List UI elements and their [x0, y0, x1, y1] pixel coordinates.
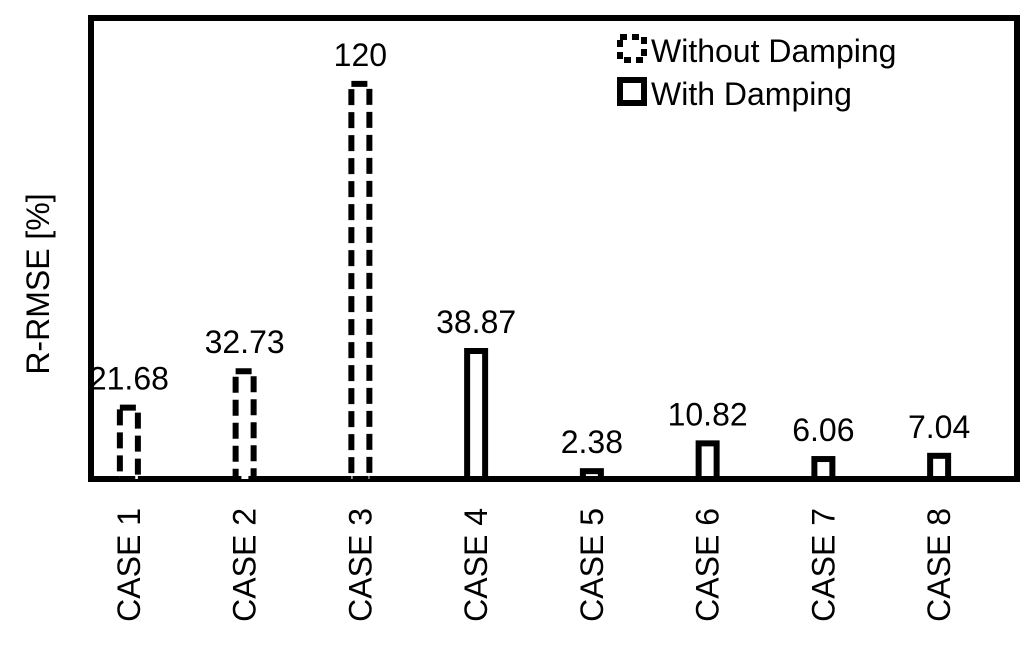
x-tick-label-1: CASE 1: [111, 508, 147, 622]
value-label-6: 10.82: [668, 396, 748, 432]
bar-6: [695, 440, 720, 482]
plot-frame: [88, 15, 1020, 482]
bar-8: [927, 452, 952, 483]
legend-label-with-damping: With Damping: [651, 76, 852, 112]
legend-label-without-damping: Without Damping: [651, 33, 896, 69]
value-label-2: 32.73: [205, 324, 285, 360]
x-tick-label-5: CASE 5: [574, 508, 610, 622]
value-label-4: 38.87: [436, 304, 516, 340]
bars-group: [116, 80, 952, 483]
y-axis-label: R-RMSE [%]: [20, 193, 56, 374]
legend-swatch-without-damping: [617, 34, 647, 63]
x-tick-labels-group: CASE 1 CASE 2 CASE 3 CASE 4 CASE 5 CASE 6 CASE…: [111, 508, 957, 622]
x-tick-label-4: CASE 4: [458, 508, 494, 622]
x-tick-label-3: CASE 3: [342, 508, 378, 622]
bar-1: [116, 404, 141, 483]
value-label-3: 120: [334, 37, 387, 73]
x-tick-label-7: CASE 7: [805, 508, 841, 622]
legend-swatch-with-damping: [617, 77, 647, 106]
bar-3: [348, 80, 373, 482]
value-label-1: 21.68: [89, 361, 169, 397]
legend: Without Damping With Damping: [617, 33, 896, 112]
bar-2: [232, 368, 257, 483]
bar-4: [464, 348, 489, 483]
value-label-7: 6.06: [792, 412, 854, 448]
x-tick-label-6: CASE 6: [690, 508, 726, 622]
bar-5: [579, 468, 604, 482]
value-label-8: 7.04: [908, 409, 970, 445]
bar-7: [811, 456, 836, 483]
value-label-5: 2.38: [561, 424, 623, 460]
x-tick-label-8: CASE 8: [921, 508, 957, 622]
x-tick-label-2: CASE 2: [227, 508, 263, 622]
value-labels-group: 21.68 32.73 120 38.87 2.38 10.82 6.06 7.04: [89, 37, 970, 460]
